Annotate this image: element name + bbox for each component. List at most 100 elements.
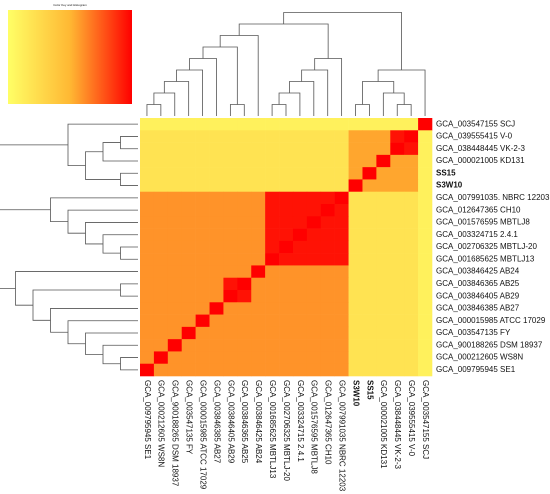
heatmap-cell bbox=[390, 363, 405, 377]
heatmap-cell bbox=[418, 216, 433, 229]
heatmap-cell bbox=[167, 216, 183, 229]
heatmap-cell bbox=[223, 363, 238, 377]
heatmap-cell bbox=[251, 216, 266, 229]
heatmap-cell bbox=[306, 302, 322, 315]
heatmap-cell bbox=[167, 142, 183, 156]
heatmap-cell bbox=[167, 240, 183, 254]
column-label: GCA_001576595 MBTLJ8 bbox=[310, 380, 319, 474]
heatmap-cell bbox=[153, 302, 169, 315]
heatmap-cell bbox=[140, 326, 155, 340]
heatmap-cell bbox=[279, 240, 294, 254]
heatmap-cell bbox=[348, 363, 363, 377]
heatmap-cell bbox=[418, 351, 433, 365]
heatmap-cell bbox=[209, 191, 224, 205]
dendrogram-branch bbox=[120, 283, 138, 297]
heatmap-cell bbox=[237, 314, 252, 328]
column-label: GCA_003846405 AB29 bbox=[226, 380, 235, 464]
heatmap-cell bbox=[195, 204, 210, 217]
heatmap-cell bbox=[362, 290, 377, 303]
heatmap-cell bbox=[140, 339, 155, 352]
heatmap-cell bbox=[362, 339, 377, 352]
heatmap-cell bbox=[404, 339, 419, 352]
heatmap-cell bbox=[404, 216, 419, 229]
heatmap-cell bbox=[153, 142, 169, 156]
heatmap-cell bbox=[376, 240, 391, 254]
heatmap-cell bbox=[334, 314, 349, 328]
heatmap-cell bbox=[306, 228, 322, 242]
heatmap-cell bbox=[292, 363, 308, 377]
heatmap-cell bbox=[209, 277, 224, 291]
column-label: GCA_003846425 AB24 bbox=[254, 380, 263, 464]
heatmap-cell bbox=[362, 302, 377, 315]
heatmap-cell bbox=[153, 339, 169, 352]
heatmap-cell bbox=[306, 179, 322, 193]
dendrogram-branch bbox=[0, 144, 68, 146]
heatmap-cell bbox=[348, 118, 363, 131]
heatmap-cell bbox=[209, 326, 224, 340]
heatmap-cell bbox=[265, 240, 280, 254]
heatmap-cell bbox=[140, 118, 155, 131]
row-label: GCA_003547155 SCJ bbox=[436, 119, 515, 128]
heatmap-cell bbox=[292, 167, 308, 180]
heatmap-cell bbox=[140, 179, 155, 193]
heatmap-cell bbox=[195, 326, 210, 340]
dendrogram-branch bbox=[314, 58, 343, 116]
heatmap-cell bbox=[292, 179, 308, 193]
heatmap-cell bbox=[320, 326, 335, 340]
heatmap-cell bbox=[404, 326, 419, 340]
heatmap-cell bbox=[390, 339, 405, 352]
row-label: GCA_003547135 FY bbox=[436, 328, 511, 337]
heatmap-cell bbox=[181, 216, 196, 229]
heatmap-cell bbox=[390, 130, 405, 143]
heatmap-cell bbox=[265, 167, 280, 180]
heatmap-cell bbox=[320, 302, 335, 315]
heatmap-cell bbox=[292, 118, 308, 131]
heatmap-cell bbox=[265, 302, 280, 315]
heatmap-cell bbox=[418, 130, 433, 143]
heatmap-cell bbox=[181, 326, 196, 340]
heatmap-cell bbox=[334, 363, 349, 377]
heatmap-cell bbox=[306, 204, 322, 217]
heatmap-cell bbox=[251, 339, 266, 352]
heatmap-cell bbox=[404, 191, 419, 205]
heatmap-cell bbox=[348, 314, 363, 328]
dendrogram-branch bbox=[229, 104, 245, 116]
dendrogram-branch bbox=[283, 12, 402, 70]
dendrogram bbox=[0, 12, 426, 371]
heatmap-cell bbox=[251, 167, 266, 180]
heatmap-cell bbox=[306, 118, 322, 131]
heatmap-cell bbox=[209, 351, 224, 365]
dendrogram-branch bbox=[67, 320, 138, 345]
heatmap-cell bbox=[251, 302, 266, 315]
heatmap-cell bbox=[167, 154, 183, 168]
heatmap-cell bbox=[376, 204, 391, 217]
heatmap-cell bbox=[404, 265, 419, 279]
heatmap-cell bbox=[306, 326, 322, 340]
row-label: GCA_003324715 2.4.1 bbox=[436, 230, 518, 239]
heatmap-cell bbox=[223, 314, 238, 328]
column-label: GCA_003324715 2.4.1 bbox=[296, 380, 305, 462]
heatmap-cell bbox=[390, 191, 405, 205]
heatmap-cell bbox=[153, 191, 169, 205]
heatmap-cell bbox=[153, 277, 169, 291]
heatmap-cell bbox=[306, 290, 322, 303]
heatmap-cell bbox=[404, 240, 419, 254]
heatmap-cell bbox=[237, 167, 252, 180]
column-label: GCA_900188265 DSM 18937 bbox=[171, 380, 180, 487]
color-key bbox=[8, 10, 132, 104]
heatmap-cell bbox=[404, 118, 419, 131]
dendrogram-branch bbox=[120, 136, 138, 150]
heatmap-cell bbox=[195, 265, 210, 279]
heatmap-cell bbox=[265, 130, 280, 143]
heatmap-cell bbox=[418, 339, 433, 352]
heatmap-cell bbox=[292, 130, 308, 143]
heatmap-cell bbox=[292, 204, 308, 217]
heatmap-cell bbox=[334, 216, 349, 229]
heatmap-cell bbox=[362, 228, 377, 242]
heatmap-cell bbox=[404, 314, 419, 328]
heatmap-cell bbox=[376, 326, 391, 340]
heatmap-cell bbox=[279, 326, 294, 340]
heatmap-cell bbox=[390, 302, 405, 315]
heatmap-cell bbox=[195, 363, 210, 377]
heatmap-cell bbox=[251, 265, 266, 279]
